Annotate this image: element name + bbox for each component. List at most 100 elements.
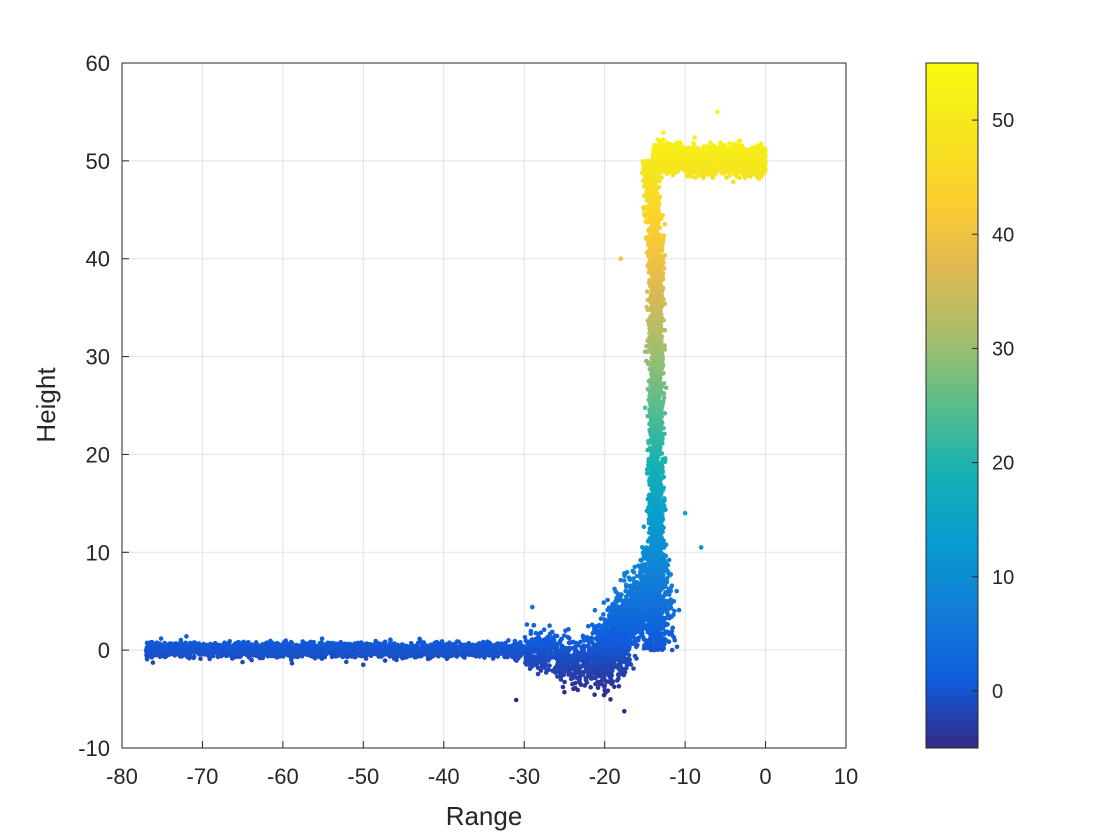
scatter-point <box>599 625 604 630</box>
scatter-point <box>268 650 274 655</box>
scatter-point <box>160 645 165 651</box>
scatter-point <box>631 579 637 585</box>
scatter-point <box>397 647 403 652</box>
scatter-point <box>332 644 338 650</box>
scatter-point <box>535 665 541 671</box>
scatter-point <box>553 641 559 647</box>
scatter-point <box>615 678 620 683</box>
scatter-point <box>592 692 597 697</box>
scatter-point <box>626 652 632 658</box>
scatter-point <box>178 637 184 643</box>
scatter-point <box>379 654 384 659</box>
scatter-point <box>537 659 542 665</box>
scatter-point <box>530 646 536 652</box>
scatter-point <box>453 652 458 657</box>
scatter-point <box>613 639 619 645</box>
scatter-point <box>576 657 582 663</box>
scatter-point <box>558 677 564 682</box>
scatter-point <box>612 632 618 637</box>
scatter-point <box>567 635 572 641</box>
scatter-point <box>559 644 564 649</box>
scatter-point <box>590 667 596 673</box>
scatter-point <box>635 600 640 606</box>
scatter-point <box>268 643 273 649</box>
scatter-point <box>588 651 594 657</box>
scatter-point <box>487 648 492 654</box>
scatter-point <box>622 644 628 650</box>
scatter-point <box>382 658 388 663</box>
scatter-point <box>477 654 483 659</box>
scatter-point <box>588 685 593 690</box>
scatter-point <box>573 685 578 691</box>
scatter-point <box>623 659 629 665</box>
scatter-point <box>568 645 573 651</box>
scatter-point <box>310 641 315 647</box>
scatter-point <box>601 600 607 605</box>
scatter-point <box>221 643 227 649</box>
scatter-point <box>378 648 384 653</box>
scatter-point <box>609 618 615 623</box>
scatter-point <box>544 662 549 668</box>
scatter-point <box>586 643 591 648</box>
scatter-point <box>598 681 603 687</box>
scatter-point <box>541 627 547 632</box>
scatter-point <box>621 672 627 678</box>
scatter-point <box>603 619 608 624</box>
scatter-point <box>584 661 590 666</box>
scatter-point <box>160 653 166 659</box>
scatter-point <box>503 644 509 649</box>
scatter-point <box>515 656 521 661</box>
scatter-point <box>535 641 540 647</box>
scatter-point <box>392 641 397 646</box>
scatter-point <box>425 647 430 652</box>
scatter-point <box>567 654 572 659</box>
scatter-point <box>620 602 625 608</box>
scatter-point <box>208 646 213 652</box>
scatter-point <box>619 623 625 628</box>
scatter-point <box>599 642 604 647</box>
scatter-point <box>525 639 531 645</box>
scatter-point <box>374 651 380 656</box>
scatter-point <box>606 637 612 642</box>
scatter-point <box>303 650 309 655</box>
scatter-point <box>315 653 321 658</box>
scatter-point <box>332 650 337 656</box>
scatter-point <box>215 654 221 660</box>
scatter-point <box>179 654 185 659</box>
scatter-point <box>549 638 555 643</box>
scatter-point <box>198 656 203 662</box>
scatter-point <box>580 669 586 675</box>
scatter-point <box>604 629 609 635</box>
scatter-point <box>623 582 629 588</box>
scatter-point <box>456 645 461 650</box>
scatter-point <box>427 655 433 661</box>
scatter-point <box>231 652 236 657</box>
scatter-point <box>286 642 292 648</box>
scatter-point <box>595 662 600 667</box>
scatter-point <box>581 643 587 648</box>
scatter-point <box>158 636 164 641</box>
scatter-point <box>560 684 566 690</box>
scatter-point <box>625 590 631 596</box>
scatter-point <box>415 640 421 646</box>
scatter-point <box>144 655 150 661</box>
scatter-point <box>543 640 549 645</box>
scatter-point <box>172 653 178 658</box>
scatter-point <box>629 633 635 638</box>
scatter-point <box>554 649 560 654</box>
scatter-point <box>611 684 617 690</box>
scatter-point <box>614 603 619 608</box>
scatter-point <box>610 656 615 662</box>
scatter-point <box>615 598 621 604</box>
scatter-point <box>320 654 325 659</box>
scatter-point <box>631 666 636 671</box>
scatter-point <box>358 649 363 655</box>
scatter-point <box>617 627 623 632</box>
scatter-point <box>592 607 598 613</box>
scatter-point <box>268 638 273 644</box>
scatter-point <box>619 638 624 644</box>
scatter-point <box>578 682 584 688</box>
scatter-point <box>636 637 641 643</box>
scatter-point <box>634 644 639 650</box>
